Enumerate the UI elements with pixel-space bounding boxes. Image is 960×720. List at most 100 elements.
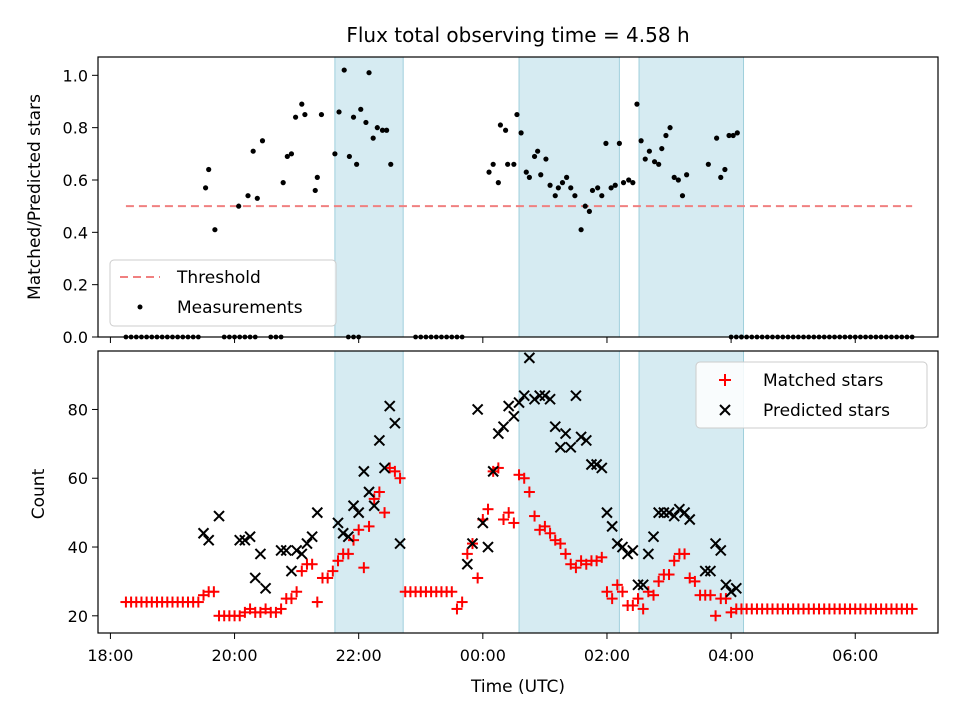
matched-star-point — [653, 575, 665, 587]
measurement-point — [595, 185, 601, 191]
predicted-star-point — [709, 537, 722, 550]
measurement-point — [505, 161, 511, 167]
predicted-star-point — [585, 458, 598, 471]
predicted-star-point — [715, 544, 727, 557]
matched-star-point — [322, 572, 334, 584]
legend-threshold-label: Threshold — [176, 268, 261, 288]
matched-star-point — [554, 538, 566, 550]
y-tick-label: 0.4 — [63, 223, 88, 242]
predicted-star-point — [466, 537, 479, 550]
y-tick-label: 0.2 — [63, 276, 88, 295]
predicted-star-point — [389, 417, 401, 429]
predicted-star-point — [306, 531, 318, 543]
predicted-star-point — [606, 520, 618, 533]
predicted-star-point — [730, 582, 742, 594]
matched-star-point — [306, 558, 318, 570]
measurement-point — [730, 132, 736, 139]
matched-star-point — [668, 555, 680, 567]
measurement-point — [531, 153, 538, 160]
predicted-star-point — [254, 548, 267, 560]
predicted-star-point — [363, 486, 375, 498]
measurement-point — [318, 111, 325, 118]
predicted-star-point — [637, 579, 649, 591]
measurement-point — [582, 203, 588, 209]
bottom-legend-box — [695, 361, 928, 429]
predicted-star-point — [549, 420, 561, 433]
matched-star-point — [529, 510, 541, 522]
matched-star-point — [363, 520, 375, 532]
measurement-point — [363, 119, 369, 126]
chart-title: Flux total observing time = 4.58 h — [346, 23, 689, 47]
legend-predicted-label: Predicted stars — [763, 401, 890, 421]
matched-star-point — [451, 603, 463, 615]
predicted-star-point — [368, 500, 380, 512]
x-tick-label: 20:00 — [211, 646, 257, 665]
matched-star-point — [616, 586, 628, 598]
matched-star-point — [523, 486, 535, 498]
measurement-point — [284, 153, 290, 160]
measurement-point — [705, 161, 711, 167]
measurement-point — [638, 138, 644, 144]
predicted-star-point — [384, 400, 396, 412]
measurement-point — [634, 101, 640, 107]
predicted-star-point — [523, 352, 536, 364]
matched-star-point — [461, 548, 473, 560]
matched-star-point — [296, 565, 308, 577]
predicted-star-point — [244, 531, 256, 543]
predicted-star-point — [611, 537, 624, 550]
measurement-point — [646, 148, 652, 154]
matched-star-point — [285, 593, 297, 605]
measurement-point — [299, 101, 305, 107]
measurement-point — [332, 151, 338, 157]
measurement-point — [564, 174, 570, 180]
measurement-point — [518, 130, 524, 136]
predicted-star-point — [373, 434, 386, 447]
matched-stars-points — [120, 462, 918, 622]
predicted-star-point — [632, 579, 644, 591]
bottom-y-axis-label: Count — [29, 468, 49, 519]
y-tick-label: 20 — [68, 607, 88, 626]
legend-measurements-swatch — [137, 304, 143, 310]
predicted-star-point — [663, 506, 675, 519]
measurement-point — [599, 193, 605, 199]
top-x-ticks — [109, 337, 856, 343]
measurement-point — [511, 161, 517, 167]
x-tick-label: 02:00 — [584, 646, 630, 665]
measurement-point — [555, 185, 561, 191]
predicted-star-point — [704, 565, 717, 577]
measurement-point — [726, 132, 732, 139]
matched-star-point — [327, 565, 339, 577]
predicted-star-point — [337, 527, 349, 539]
y-tick-label: 40 — [68, 538, 88, 557]
y-tick-label: 0.6 — [63, 171, 88, 190]
predicted-star-point — [513, 396, 525, 409]
matched-star-point — [456, 596, 468, 608]
predicted-star-point — [394, 537, 406, 550]
matched-star-point — [518, 472, 530, 484]
predicted-star-point — [596, 462, 608, 474]
predicted-star-point — [720, 579, 732, 591]
predicted-star-point — [301, 537, 313, 550]
measurement-point — [589, 187, 596, 194]
shaded-interval — [518, 56, 620, 338]
measurement-point — [722, 166, 728, 173]
matched-star-point — [596, 551, 608, 563]
predicted-star-point — [492, 427, 505, 440]
measurement-point — [718, 174, 724, 180]
predicted-star-point — [518, 390, 530, 402]
predicted-star-point — [285, 565, 298, 577]
matched-star-point — [368, 493, 380, 505]
y-tick-label: 0.8 — [63, 119, 88, 138]
measurement-point — [684, 172, 690, 178]
bottom-legend: Matched stars Predicted stars — [695, 361, 928, 429]
matched-star-point — [379, 507, 391, 519]
measurement-point — [734, 130, 740, 136]
predicted-star-point — [259, 582, 272, 594]
matched-star-point — [498, 514, 510, 526]
measurement-point — [523, 169, 529, 175]
measurement-point — [354, 161, 360, 167]
measurement-points — [202, 67, 740, 233]
predicted-star-point — [539, 390, 551, 402]
bottom-y-ticks: 20 40 60 80 — [68, 400, 98, 626]
matched-star-point — [482, 503, 494, 515]
